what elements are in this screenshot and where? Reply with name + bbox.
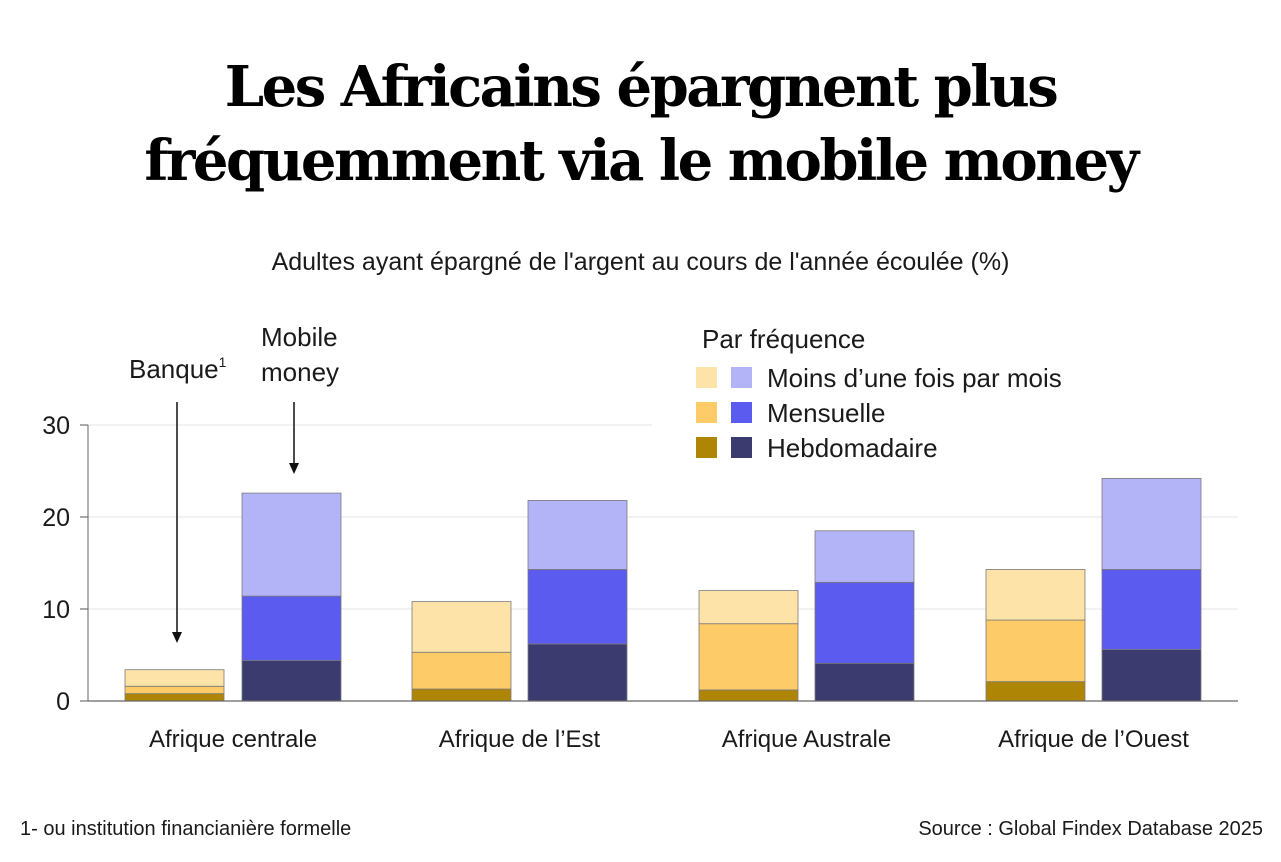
chart-title-line-2: fréquemment via le mobile money	[144, 128, 1139, 194]
mobile-bar-segment	[814, 581, 915, 664]
mobile-bar-segment	[1101, 649, 1202, 702]
y-tick-label: 30	[42, 412, 70, 440]
legend-swatch-mobile	[731, 402, 752, 423]
legend-label: Moins d’une fois par mois	[767, 363, 1062, 393]
mobile-annotation-arrow-head	[289, 463, 299, 474]
mobile-bar-segment	[241, 660, 342, 702]
y-tick-label: 0	[56, 688, 70, 716]
stacked-bar-chart: 0 10 20 30 Afrique centrale Afrique de l’Est A…	[42, 322, 1238, 753]
mobile-bar-segment	[1101, 569, 1202, 650]
mobile-bar-segment	[814, 530, 915, 583]
bank-bar-segment	[411, 601, 512, 653]
bank-bar-segment	[985, 681, 1086, 702]
chart-subtitle: Adultes ayant épargné de l'argent au cou…	[271, 248, 1010, 276]
mobile-bar-segment	[527, 569, 628, 645]
bank-bar-segment	[124, 693, 225, 702]
mobile-bar-segment	[241, 492, 342, 597]
x-category-label: Afrique de l’Ouest	[998, 726, 1189, 753]
legend-title: Par fréquence	[702, 324, 865, 354]
chart-title-line-1: Les Africains épargnent plus	[224, 54, 1059, 120]
bank-annotation-arrow-head	[172, 632, 182, 643]
x-category-label: Afrique de l’Est	[439, 726, 601, 753]
bank-annotation-label: Banque1	[129, 354, 227, 384]
bank-bar-segment	[411, 688, 512, 702]
bank-bar-segment	[698, 689, 799, 702]
bank-bar-segment	[985, 619, 1086, 683]
mobile-annotation-line-1: Mobile	[261, 322, 338, 352]
bank-bar-segment	[411, 651, 512, 690]
legend-swatch-mobile	[731, 437, 752, 458]
legend-swatch-bank	[696, 367, 717, 388]
mobile-annotation-line-2: money	[261, 357, 339, 387]
y-tick-label: 10	[42, 596, 70, 624]
mobile-bar-segment	[527, 500, 628, 570]
mobile-bar-segment	[1101, 477, 1202, 570]
bank-bar-segment	[698, 590, 799, 625]
y-tick-label: 20	[42, 504, 70, 532]
legend-label: Hebdomadaire	[767, 433, 938, 463]
chart-title: Les Africains épargnent plus fréquemment…	[0, 50, 1281, 198]
legend-swatch-bank	[696, 437, 717, 458]
bank-bar-segment	[124, 669, 225, 687]
bank-bar-segment	[698, 623, 799, 691]
footnote: 1- ou institution financianière formelle	[20, 818, 352, 840]
x-category-label: Afrique Australe	[722, 726, 891, 753]
mobile-bar-segment	[527, 643, 628, 702]
legend-swatch-bank	[696, 402, 717, 423]
bank-bar-segment	[985, 569, 1086, 621]
legend-swatch-mobile	[731, 367, 752, 388]
mobile-bar-segment	[814, 662, 915, 702]
x-category-label: Afrique centrale	[149, 726, 317, 753]
legend-label: Mensuelle	[767, 398, 886, 428]
mobile-bar-segment	[241, 595, 342, 661]
bank-bar-segment	[124, 685, 225, 695]
source-note: Source : Global Findex Database 2025	[918, 818, 1263, 840]
bank-annotation-superscript: 1	[219, 354, 227, 370]
